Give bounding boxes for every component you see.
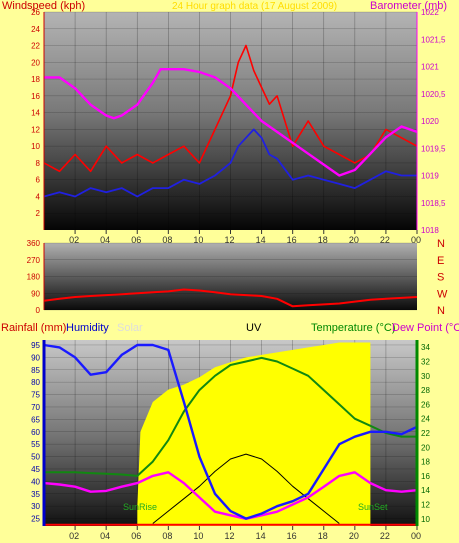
temp-y-tick-label: 22: [421, 429, 430, 438]
sunrise-label: SunRise: [123, 502, 157, 512]
baro-y-tick-label: 1020,5: [421, 90, 446, 99]
hum-y-tick-label: 90: [31, 353, 40, 362]
baro-y-tick-label: 1018,5: [421, 199, 446, 208]
temp-x-tick-label: 18: [318, 531, 328, 541]
hum-y-tick-label: 85: [31, 366, 40, 375]
windspeed-title: Windspeed (kph): [2, 0, 85, 12]
baro-y-tick-label: 1019: [421, 172, 439, 181]
hum-y-tick-label: 30: [31, 502, 40, 511]
temp-x-tick-label: 14: [256, 531, 266, 541]
humidity-title: Humidity: [66, 322, 109, 334]
temp-y-tick-label: 10: [421, 515, 430, 524]
barometer-y-ticks: 1018 1018,5 1019 1019,5 1020 1020,5 1021 1021,5…: [421, 8, 446, 235]
wind-y-tick-label: 10: [31, 142, 40, 151]
compass-letter: N: [437, 305, 445, 317]
wind-y-tick-label: 18: [31, 75, 40, 84]
temp-y-tick-label: 20: [421, 443, 430, 452]
hum-y-tick-label: 60: [31, 428, 40, 437]
temp-x-tick-label: 12: [225, 531, 235, 541]
rainfall-title: Rainfall (mm): [1, 322, 66, 334]
temp-y-tick-label: 18: [421, 458, 430, 467]
wind-y-tick-label: 20: [31, 58, 40, 67]
compass-letter: S: [437, 272, 444, 284]
wind-y-tick-label: 14: [31, 109, 40, 118]
wind-y-tick-label: 22: [31, 42, 40, 51]
wind-y-tick-label: 12: [31, 125, 40, 134]
temp-x-tick-label: 10: [193, 531, 203, 541]
wind-y-tick-label: 24: [31, 25, 40, 34]
temp-y-tick-label: 28: [421, 386, 430, 395]
compass-letter: E: [437, 255, 444, 267]
wind-y-tick-label: 6: [36, 176, 41, 185]
direction-y-ticks: 0 90 180 270 360: [27, 239, 41, 315]
temp-y-tick-label: 32: [421, 357, 430, 366]
temp-x-tick-label: 16: [287, 531, 297, 541]
dir-y-tick-label: 90: [31, 289, 40, 298]
baro-y-tick-label: 1021: [421, 63, 439, 72]
solar-title: Solar: [117, 322, 143, 334]
temp-y-tick-label: 26: [421, 400, 430, 409]
hum-y-tick-label: 35: [31, 490, 40, 499]
wind-y-tick-label: 2: [36, 209, 41, 218]
baro-y-tick-label: 1021,5: [421, 35, 446, 44]
temp-x-tick-label: 08: [162, 531, 172, 541]
temp-y-tick-label: 30: [421, 372, 430, 381]
wind-y-tick-label: 4: [36, 192, 41, 201]
hum-y-tick-label: 65: [31, 415, 40, 424]
hum-y-tick-label: 25: [31, 515, 40, 524]
temp-y-tick-label: 12: [421, 501, 430, 510]
temp-x-tick-label: 22: [380, 531, 390, 541]
humidity-y-ticks: 25 30 35 40 45 50 55 60 65 70 75 80 85 90 95: [31, 341, 40, 524]
temp-x-tick-label: 00: [411, 531, 421, 541]
temp-y-tick-label: 34: [421, 343, 430, 352]
hum-y-tick-label: 75: [31, 391, 40, 400]
baro-y-tick-label: 1018: [421, 226, 439, 235]
temperature-y-ticks: 10 12 14 16 18 20 22 24 26 28 30 32 34: [421, 343, 430, 524]
dir-y-tick-label: 0: [36, 306, 41, 315]
hum-y-tick-label: 50: [31, 453, 40, 462]
hum-y-tick-label: 80: [31, 378, 40, 387]
hum-y-tick-label: 45: [31, 465, 40, 474]
temp-y-tick-label: 24: [421, 415, 430, 424]
compass-letter: N: [437, 238, 445, 250]
dir-y-tick-label: 360: [27, 239, 41, 248]
temp-x-tick-label: 02: [69, 531, 79, 541]
sunset-label: SunSet: [358, 502, 388, 512]
barometer-title: Barometer (mb): [370, 0, 447, 12]
uv-title: UV: [246, 322, 262, 334]
hum-y-tick-label: 70: [31, 403, 40, 412]
temp-x-ticks: 02 04 06 08 10 12 14 16 18 20 22 00: [69, 526, 421, 541]
graph-date-title: 24 Hour graph data (17 August 2009): [172, 1, 337, 12]
temp-x-tick-label: 20: [349, 531, 359, 541]
temp-x-tick-label: 06: [131, 531, 141, 541]
hum-y-tick-label: 40: [31, 477, 40, 486]
wind-y-tick-label: 16: [31, 92, 40, 101]
baro-y-tick-label: 1020: [421, 117, 439, 126]
dir-y-tick-label: 270: [27, 256, 41, 265]
temp-x-tick-label: 04: [100, 531, 110, 541]
dew-point-title: Dew Point (°C): [392, 322, 459, 334]
compass-letter: W: [437, 288, 448, 300]
temp-y-tick-label: 14: [421, 486, 430, 495]
hum-y-tick-label: 55: [31, 440, 40, 449]
baro-y-tick-label: 1019,5: [421, 144, 446, 153]
dir-y-tick-label: 180: [27, 273, 41, 282]
wind-y-tick-label: 8: [36, 159, 41, 168]
hum-y-tick-label: 95: [31, 341, 40, 350]
temperature-title: Temperature (°C): [311, 322, 395, 334]
temp-y-tick-label: 16: [421, 472, 430, 481]
